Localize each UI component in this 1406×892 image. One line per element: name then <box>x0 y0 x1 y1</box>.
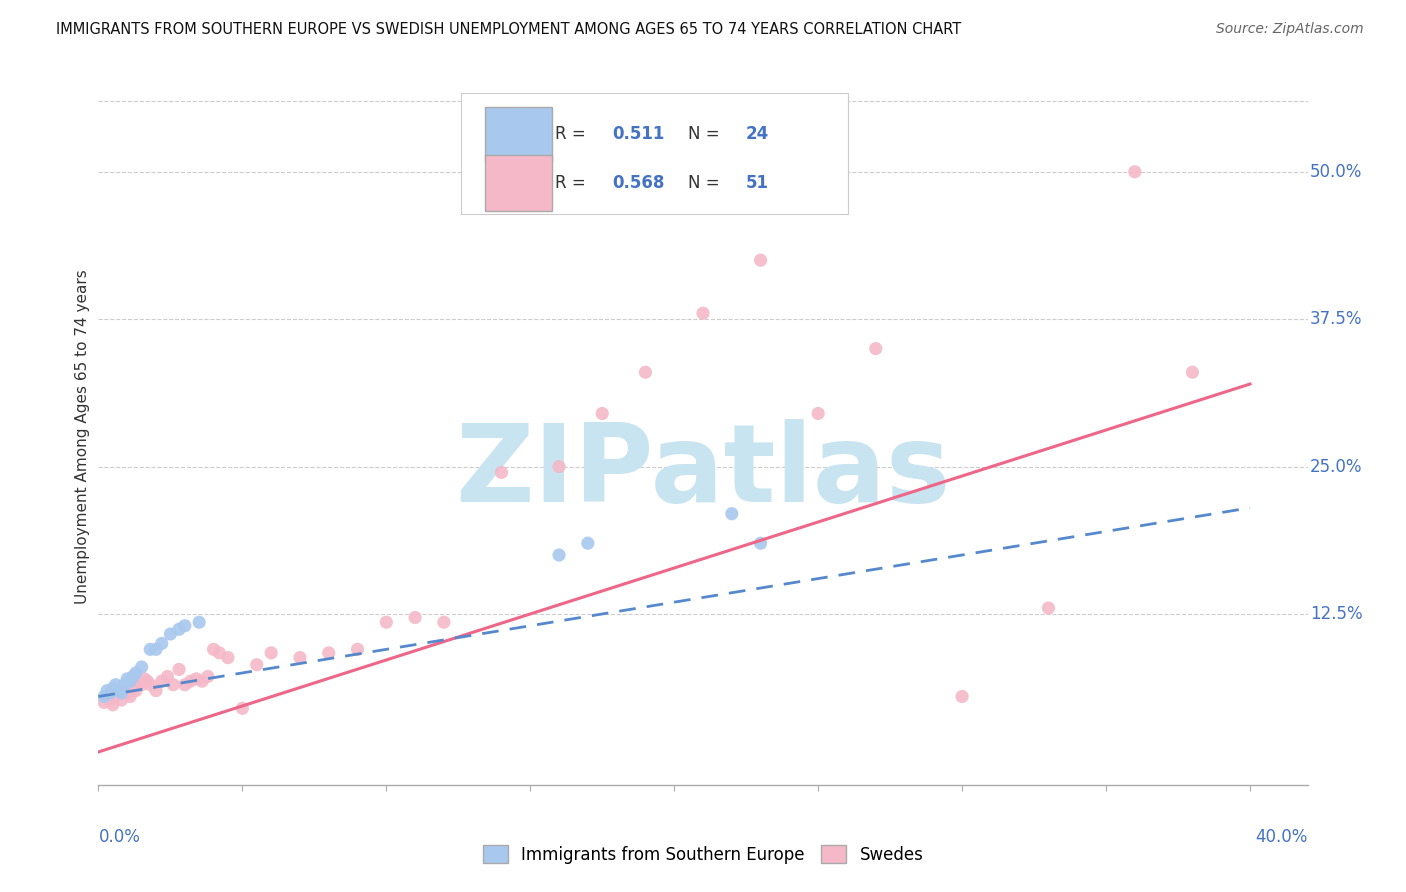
Text: IMMIGRANTS FROM SOUTHERN EUROPE VS SWEDISH UNEMPLOYMENT AMONG AGES 65 TO 74 YEAR: IMMIGRANTS FROM SOUTHERN EUROPE VS SWEDI… <box>56 22 962 37</box>
Point <box>208 646 231 660</box>
Point <box>188 615 211 630</box>
Point <box>162 678 184 692</box>
Point <box>150 674 173 689</box>
Point <box>1181 365 1204 379</box>
Point <box>98 686 121 700</box>
Y-axis label: Unemployment Among Ages 65 to 74 years: Unemployment Among Ages 65 to 74 years <box>75 269 90 605</box>
Text: N =: N = <box>689 126 725 144</box>
Point <box>96 683 118 698</box>
Point <box>107 686 129 700</box>
Text: 0.511: 0.511 <box>612 126 665 144</box>
Point <box>749 253 772 268</box>
Point <box>720 507 742 521</box>
Point <box>150 636 173 650</box>
Point <box>156 669 179 683</box>
Text: Source: ZipAtlas.com: Source: ZipAtlas.com <box>1216 22 1364 37</box>
Point <box>104 690 127 704</box>
Point <box>96 690 118 704</box>
FancyBboxPatch shape <box>485 107 551 162</box>
Point <box>139 678 162 692</box>
Text: 50.0%: 50.0% <box>1310 162 1362 181</box>
Point <box>576 536 599 550</box>
Point <box>107 683 129 698</box>
Point <box>246 657 269 672</box>
Point <box>136 674 159 689</box>
Point <box>1038 601 1060 615</box>
Point <box>173 678 195 692</box>
Point <box>122 669 145 683</box>
Point <box>159 627 181 641</box>
Point <box>260 646 283 660</box>
Point <box>112 678 135 692</box>
FancyBboxPatch shape <box>461 93 848 214</box>
Point <box>145 642 167 657</box>
Point <box>197 669 219 683</box>
Point <box>98 693 121 707</box>
Point <box>548 459 571 474</box>
Point <box>110 686 132 700</box>
Point <box>110 693 132 707</box>
Text: R =: R = <box>555 174 592 192</box>
Point <box>120 690 142 704</box>
Point <box>1123 165 1146 179</box>
Point <box>93 690 115 704</box>
Point <box>104 678 127 692</box>
Point <box>318 646 340 660</box>
Point <box>131 660 153 674</box>
Text: 25.0%: 25.0% <box>1310 458 1362 475</box>
Point <box>122 681 145 696</box>
Text: ZIPatlas: ZIPatlas <box>456 419 950 524</box>
Point <box>217 650 239 665</box>
Point <box>167 662 190 676</box>
Point <box>404 610 426 624</box>
Point <box>375 615 398 630</box>
FancyBboxPatch shape <box>485 155 551 211</box>
Point <box>145 683 167 698</box>
Point <box>950 690 973 704</box>
Point <box>288 650 311 665</box>
Point <box>346 642 368 657</box>
Point <box>202 642 225 657</box>
Point <box>125 683 148 698</box>
Point <box>115 672 138 686</box>
Point <box>173 619 195 633</box>
Point <box>101 698 124 712</box>
Text: N =: N = <box>689 174 725 192</box>
Point <box>491 466 513 480</box>
Point <box>134 672 156 686</box>
Point <box>101 681 124 696</box>
Point <box>186 672 208 686</box>
Point <box>548 548 571 562</box>
Point <box>433 615 456 630</box>
Point <box>749 536 772 550</box>
Point <box>125 665 148 680</box>
Point <box>139 642 162 657</box>
Text: 37.5%: 37.5% <box>1310 310 1362 328</box>
Point <box>191 674 214 689</box>
Point <box>807 407 830 421</box>
Text: 40.0%: 40.0% <box>1256 828 1308 846</box>
Point <box>865 342 887 356</box>
Point <box>128 678 150 692</box>
Text: R =: R = <box>555 126 592 144</box>
Point <box>131 678 153 692</box>
Text: 24: 24 <box>745 126 769 144</box>
Point <box>634 365 657 379</box>
Text: 0.0%: 0.0% <box>98 828 141 846</box>
Point <box>180 674 202 689</box>
Legend: Immigrants from Southern Europe, Swedes: Immigrants from Southern Europe, Swedes <box>482 846 924 863</box>
Text: 12.5%: 12.5% <box>1310 605 1362 623</box>
Point <box>115 686 138 700</box>
Point <box>591 407 613 421</box>
Point <box>692 306 714 320</box>
Text: 51: 51 <box>745 174 768 192</box>
Point <box>112 683 135 698</box>
Text: 0.568: 0.568 <box>612 174 665 192</box>
Point <box>167 622 190 636</box>
Point <box>231 701 253 715</box>
Point <box>93 695 115 709</box>
Point <box>120 674 142 689</box>
